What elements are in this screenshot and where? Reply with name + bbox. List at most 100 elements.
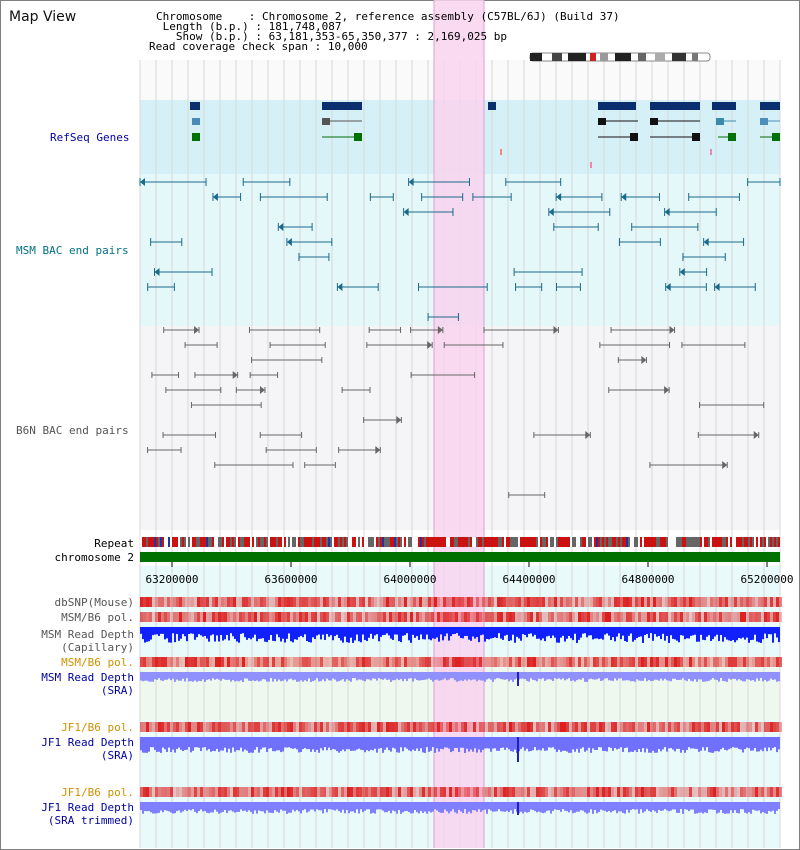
heat-cell	[389, 657, 392, 667]
heat-cell	[629, 597, 632, 607]
heat-cell	[329, 787, 332, 797]
heat-cell	[191, 722, 194, 732]
heat-cell	[203, 722, 206, 732]
depth-bar	[290, 737, 292, 749]
depth-bar	[450, 627, 452, 637]
depth-bar	[388, 802, 390, 811]
track-label-jf1-b6-pol-1[interactable]: JF1/B6 pol.	[61, 721, 134, 734]
depth-bar	[376, 627, 378, 635]
depth-bar	[178, 672, 180, 681]
depth-bar	[450, 672, 452, 679]
track-label-msm-depth-capillary[interactable]: MSM Read Depth	[41, 628, 134, 641]
depth-bar	[214, 627, 216, 642]
depth-bar	[456, 802, 458, 814]
depth-bar	[632, 737, 634, 752]
track-label-jf1-b6-pol-2[interactable]: JF1/B6 pol.	[61, 786, 134, 799]
heat-cell	[155, 787, 158, 797]
depth-bar	[304, 802, 306, 810]
app-title: Map View	[9, 9, 77, 25]
heat-cell	[305, 787, 308, 797]
depth-bar	[296, 672, 298, 682]
depth-bar	[480, 627, 482, 636]
heat-cell	[488, 612, 491, 622]
heat-cell	[542, 787, 545, 797]
track-label-refseq[interactable]: RefSeq Genes	[50, 131, 130, 144]
heat-cell	[542, 722, 545, 732]
repeat-block	[678, 537, 680, 547]
track-label-b6n-bac[interactable]: B6N BAC end pairs	[16, 424, 129, 437]
depth-bar	[640, 672, 642, 681]
heat-cell	[578, 787, 581, 797]
depth-bar	[442, 737, 444, 750]
track-label-msm-bac[interactable]: MSM BAC end pairs	[16, 244, 129, 257]
strand-arrow	[760, 102, 765, 110]
depth-bar	[674, 802, 676, 810]
depth-bar	[452, 737, 454, 752]
repeat-block	[200, 537, 202, 547]
heat-cell	[242, 657, 245, 667]
depth-bar	[754, 802, 756, 811]
track-label-dbsnp[interactable]: dbSNP(Mouse)	[54, 596, 134, 609]
heat-cell	[554, 657, 557, 667]
depth-bar	[482, 672, 484, 681]
strand-arrow	[712, 102, 717, 110]
heat-cell	[269, 787, 272, 797]
bac-arrow	[337, 283, 343, 291]
heat-cell	[581, 597, 584, 607]
heat-cell	[572, 722, 575, 732]
heat-cell	[518, 657, 521, 667]
heat-cell	[521, 787, 524, 797]
depth-bar	[306, 802, 308, 813]
repeat-block	[318, 537, 320, 547]
depth-bar	[704, 672, 706, 682]
depth-bar	[588, 737, 590, 748]
depth-bar	[570, 802, 572, 811]
depth-bar	[212, 737, 214, 751]
repeat-block	[476, 537, 478, 547]
heat-cell	[614, 612, 617, 622]
track-label-chromosome[interactable]: chromosome 2	[54, 551, 134, 564]
heat-cell	[197, 597, 200, 607]
depth-bar	[460, 627, 462, 639]
depth-bar	[526, 627, 528, 638]
depth-bar	[754, 672, 756, 682]
repeat-block	[344, 537, 346, 547]
heat-cell	[191, 657, 194, 667]
track-label-msm-b6-pol-2[interactable]: MSM/B6 pol.	[61, 656, 134, 669]
heat-cell	[140, 722, 143, 732]
depth-bar	[254, 627, 256, 635]
heat-cell	[287, 722, 290, 732]
repeat-block	[368, 537, 370, 547]
depth-bar	[200, 672, 202, 682]
heat-cell	[506, 612, 509, 622]
repeat-block	[468, 537, 470, 547]
heat-cell	[389, 722, 392, 732]
depth-bar	[338, 737, 340, 753]
bac-arrow	[669, 326, 675, 334]
track-label-msm-depth-sra[interactable]: MSM Read Depth	[41, 671, 134, 684]
depth-bar	[622, 802, 624, 813]
heat-cell	[218, 612, 221, 622]
depth-bar	[674, 672, 676, 679]
heat-cell	[686, 787, 689, 797]
depth-bar	[598, 737, 600, 748]
heat-cell	[155, 612, 158, 622]
heat-cell	[269, 722, 272, 732]
depth-bar	[750, 737, 752, 751]
depth-bar	[594, 737, 596, 750]
repeat-block	[336, 537, 338, 547]
track-label-repeat[interactable]: Repeat	[94, 537, 134, 550]
repeat-block	[158, 537, 160, 547]
depth-bar	[446, 802, 448, 812]
track-label-jf1-depth-sra[interactable]: JF1 Read Depth	[41, 736, 134, 749]
depth-bar	[496, 672, 498, 679]
track-label-msm-b6-pol-1[interactable]: MSM/B6 pol.	[61, 611, 134, 624]
heat-cell	[296, 787, 299, 797]
depth-bar	[510, 737, 512, 752]
heat-cell	[710, 597, 713, 607]
track-label-jf1-depth-trimmed[interactable]: JF1 Read Depth	[41, 801, 134, 814]
bac-arrow	[679, 268, 685, 276]
depth-bar	[728, 737, 730, 750]
heat-cell	[635, 657, 638, 667]
